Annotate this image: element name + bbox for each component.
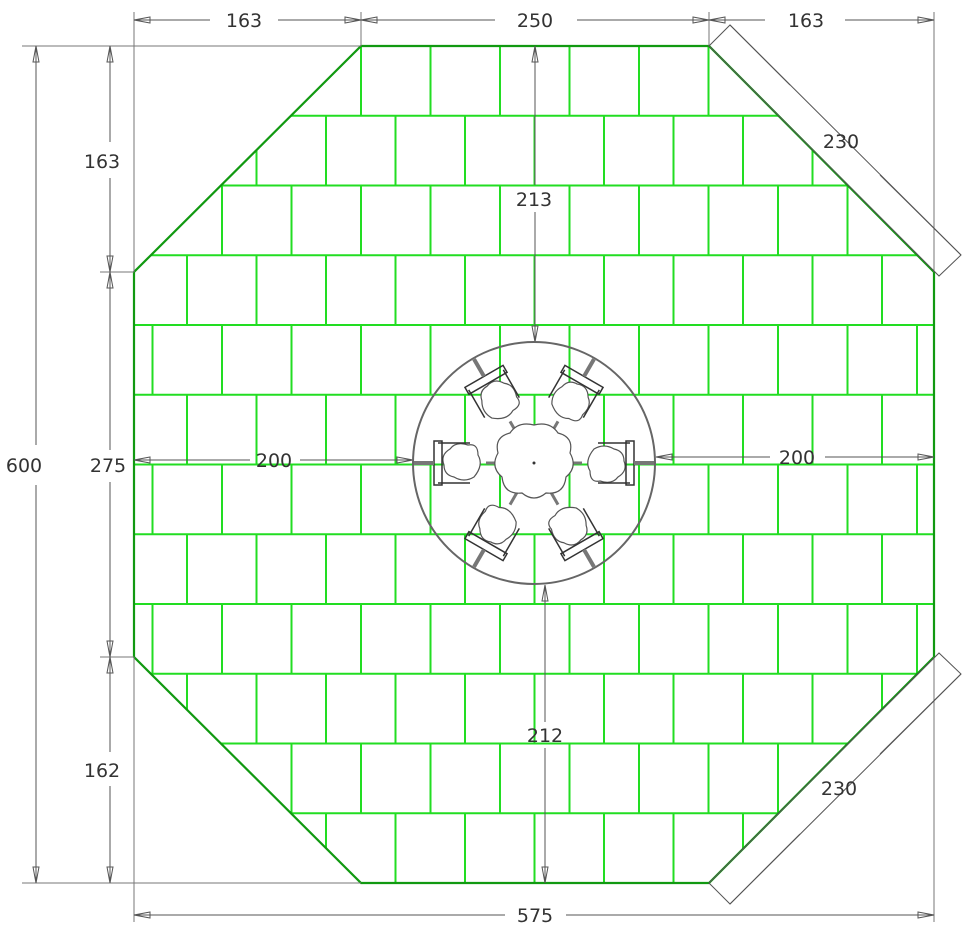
dim-left-middle: 275 [90, 455, 126, 477]
center-top-dimension: 213 [516, 45, 552, 343]
dim-left-overall: 600 [6, 455, 42, 477]
chair-cushion [551, 381, 590, 422]
chair [463, 358, 521, 438]
left-segment-dimension: 163 275 162 [84, 45, 126, 884]
chair-back [559, 364, 605, 396]
chair-back [463, 364, 509, 396]
dim-left-lower: 162 [84, 760, 120, 782]
seating-circle [412, 341, 656, 585]
diag-dimension-bottom-right: 230 [708, 652, 962, 905]
dim-diag-top-right: 230 [823, 131, 859, 153]
chair-back [463, 530, 509, 562]
chair-back [559, 530, 605, 562]
dim-left-upper: 163 [84, 151, 120, 173]
left-overall-dimension: 600 [6, 45, 42, 884]
top-dimension: 163 250 163 [133, 10, 935, 32]
dim-center-right: 200 [779, 447, 815, 469]
chair-arm [548, 369, 566, 398]
chair [414, 440, 504, 486]
chair-arm [468, 508, 486, 537]
round-table [494, 423, 574, 499]
dim-center-bottom: 212 [527, 725, 563, 747]
center-bottom-dimension: 212 [527, 584, 563, 884]
bottom-dimension: 575 [133, 905, 935, 925]
chair-back [625, 440, 635, 486]
chair-arm [582, 389, 600, 418]
chair-cushion [548, 506, 588, 546]
chair-post [472, 358, 486, 378]
chair-cushion [478, 504, 517, 545]
chair-cushion [587, 445, 626, 483]
dim-center-top: 213 [516, 189, 552, 211]
chair [463, 488, 521, 568]
chair [547, 488, 605, 568]
chair-cushion [442, 443, 481, 481]
chair-arm [548, 528, 566, 557]
diag-dimension-top-right: 230 [708, 24, 962, 277]
dim-top-center: 250 [517, 10, 553, 32]
dim-center-left: 200 [256, 450, 292, 472]
chair-post [582, 358, 596, 378]
chair-arm [582, 508, 600, 537]
center-horizontal-dimensions: 200 200 [133, 447, 935, 472]
dim-bottom-overall: 575 [517, 905, 553, 925]
chair-post [582, 548, 596, 568]
chair-arm [502, 528, 520, 557]
dim-top-left: 163 [226, 10, 262, 32]
chair-cushion [480, 380, 520, 420]
dim-top-right: 163 [788, 10, 824, 32]
chair-arm [502, 369, 520, 398]
table-center-mark [532, 461, 536, 465]
dim-diag-bottom-right: 230 [821, 778, 857, 800]
seating-group [412, 341, 656, 585]
chair-arm [468, 389, 486, 418]
chair-back [433, 440, 443, 486]
chair-post [472, 548, 486, 568]
chair [564, 440, 654, 486]
